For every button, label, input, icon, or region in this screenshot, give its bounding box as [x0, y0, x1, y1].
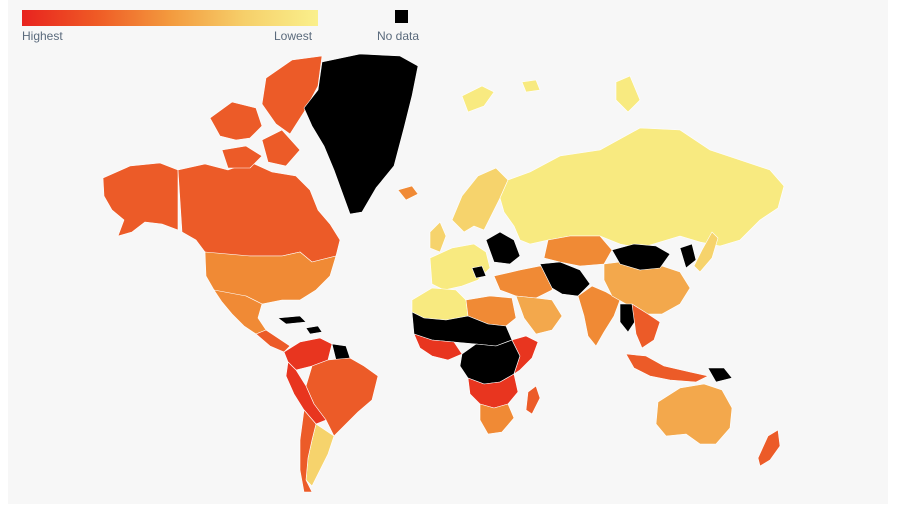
region-caribbean[interactable]: [277, 315, 323, 335]
legend-gradient-bar: [22, 10, 318, 26]
region-canada[interactable]: [177, 161, 341, 263]
region-middle-east[interactable]: [493, 265, 557, 299]
legend-nodata-swatch: [395, 10, 408, 23]
region-central-america[interactable]: [255, 329, 291, 353]
legend-lowest-label: Lowest: [274, 29, 313, 43]
region-new-zealand[interactable]: [757, 429, 781, 467]
region-guianas[interactable]: [331, 343, 351, 361]
region-australia[interactable]: [655, 383, 733, 445]
region-papua[interactable]: [707, 367, 733, 383]
region-north-africa[interactable]: [411, 287, 469, 321]
region-svalbard[interactable]: [461, 75, 641, 113]
region-mongolia[interactable]: [611, 243, 671, 271]
legend-highest-label: Highest: [22, 29, 63, 43]
region-madagascar[interactable]: [525, 385, 541, 415]
region-south-africa[interactable]: [479, 403, 515, 435]
region-peru-bolivia[interactable]: [285, 361, 327, 425]
region-russia[interactable]: [499, 127, 785, 249]
region-myanmar[interactable]: [619, 303, 637, 333]
region-southeast-asia[interactable]: [631, 303, 661, 349]
region-eastern-europe[interactable]: [471, 231, 521, 279]
region-uk[interactable]: [429, 221, 447, 253]
region-west-africa[interactable]: [413, 333, 463, 361]
region-arabia[interactable]: [515, 295, 563, 335]
region-canadian-arctic[interactable]: [209, 101, 301, 169]
region-indonesia[interactable]: [625, 353, 709, 383]
region-east-africa[interactable]: [511, 335, 539, 375]
legend-gradient-fill: [22, 10, 318, 26]
region-japan[interactable]: [693, 231, 719, 273]
region-southern-africa[interactable]: [467, 373, 519, 409]
region-chile[interactable]: [299, 409, 317, 493]
region-greenland[interactable]: [303, 53, 419, 215]
region-baffin[interactable]: [261, 55, 323, 135]
region-korea[interactable]: [679, 243, 697, 269]
region-alaska[interactable]: [102, 162, 179, 237]
region-central-asia[interactable]: [543, 235, 613, 267]
region-iceland[interactable]: [397, 185, 419, 201]
legend-nodata-label: No data: [377, 29, 420, 43]
region-india[interactable]: [577, 285, 621, 347]
region-scandinavia[interactable]: [451, 167, 509, 233]
